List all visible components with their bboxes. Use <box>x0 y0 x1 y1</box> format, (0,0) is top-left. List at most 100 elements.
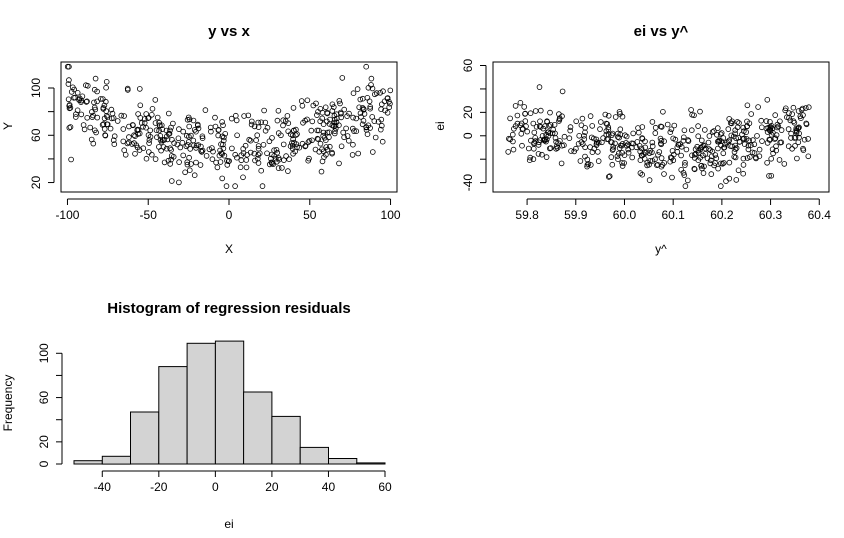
data-point <box>262 128 269 134</box>
data-point <box>163 145 170 152</box>
y-tick-label: 60 <box>37 391 51 405</box>
data-point <box>790 104 797 111</box>
data-point <box>720 150 727 157</box>
data-point <box>692 151 699 157</box>
x-tick-label: 60 <box>378 480 392 494</box>
data-point <box>329 150 335 157</box>
data-point <box>258 167 265 174</box>
data-point <box>156 119 162 126</box>
data-point <box>366 98 373 105</box>
data-point <box>377 90 384 96</box>
data-point <box>266 138 273 145</box>
data-point <box>242 142 249 149</box>
data-point <box>691 112 697 119</box>
data-point <box>304 97 311 104</box>
data-point <box>800 112 806 118</box>
data-point <box>793 128 800 135</box>
histogram-bar <box>186 342 216 465</box>
data-point <box>91 86 98 93</box>
data-point <box>728 132 735 139</box>
data-point <box>175 135 182 142</box>
data-point <box>617 131 624 138</box>
data-point <box>682 159 688 166</box>
data-point <box>219 119 225 125</box>
data-point <box>319 109 326 116</box>
x-tick-label: 60.1 <box>661 208 685 222</box>
data-point <box>589 123 595 129</box>
data-point <box>184 161 191 168</box>
data-point <box>805 136 811 142</box>
data-point <box>66 102 73 108</box>
data-point <box>660 109 666 115</box>
data-point <box>669 174 675 181</box>
data-point <box>274 149 281 156</box>
data-point <box>536 84 543 90</box>
plot-frame <box>492 61 830 193</box>
data-point <box>678 152 684 159</box>
data-point <box>275 155 282 161</box>
data-point <box>190 117 197 124</box>
data-point <box>381 98 388 105</box>
data-point <box>65 96 72 103</box>
data-point <box>726 175 733 182</box>
data-point <box>145 132 152 138</box>
x-tick-label: 100 <box>381 208 401 222</box>
data-point <box>176 126 182 132</box>
data-point <box>147 127 154 134</box>
data-point <box>337 100 343 107</box>
data-point <box>100 121 107 127</box>
data-point <box>720 160 727 166</box>
data-point <box>658 155 665 161</box>
data-point <box>248 121 255 128</box>
data-point <box>766 173 772 179</box>
data-point <box>605 113 612 119</box>
data-point <box>358 114 364 120</box>
axes: -100 -50 0 50 100 20 60 100 <box>29 78 401 222</box>
data-point <box>92 127 98 134</box>
bars <box>73 340 386 465</box>
data-point <box>317 118 324 125</box>
data-point <box>510 146 517 153</box>
data-point <box>770 150 776 157</box>
data-point <box>655 152 661 158</box>
data-point <box>118 112 125 119</box>
data-point <box>195 122 201 129</box>
data-point <box>296 144 303 151</box>
data-point <box>65 81 72 87</box>
data-point <box>191 127 198 133</box>
histogram-bar <box>73 460 103 465</box>
data-point <box>315 127 322 134</box>
data-point <box>615 150 622 157</box>
data-point <box>778 127 785 133</box>
data-point <box>384 95 391 102</box>
data-point <box>635 125 641 131</box>
data-point <box>89 109 95 115</box>
data-point <box>241 113 247 119</box>
data-point <box>507 115 513 122</box>
data-point <box>625 146 631 153</box>
data-point <box>341 134 347 141</box>
data-point <box>282 118 289 124</box>
data-point <box>359 105 366 111</box>
data-point <box>743 129 749 135</box>
y-tick-label: 100 <box>37 343 51 363</box>
data-point <box>160 137 166 143</box>
data-point <box>782 107 788 114</box>
data-point <box>608 139 615 146</box>
data-point <box>185 114 192 121</box>
data-point <box>567 124 574 130</box>
data-point <box>617 126 624 132</box>
data-point <box>678 167 684 173</box>
data-point <box>531 129 538 136</box>
data-point <box>756 146 763 153</box>
data-point <box>792 143 798 149</box>
data-point <box>661 160 667 166</box>
x-tick-label: 0 <box>212 480 219 494</box>
data-point <box>579 115 586 122</box>
chart-title: y vs x <box>208 23 250 40</box>
data-point <box>340 129 347 136</box>
data-point <box>157 133 164 139</box>
data-point <box>603 120 610 127</box>
data-point <box>336 160 342 167</box>
data-point <box>667 158 673 165</box>
